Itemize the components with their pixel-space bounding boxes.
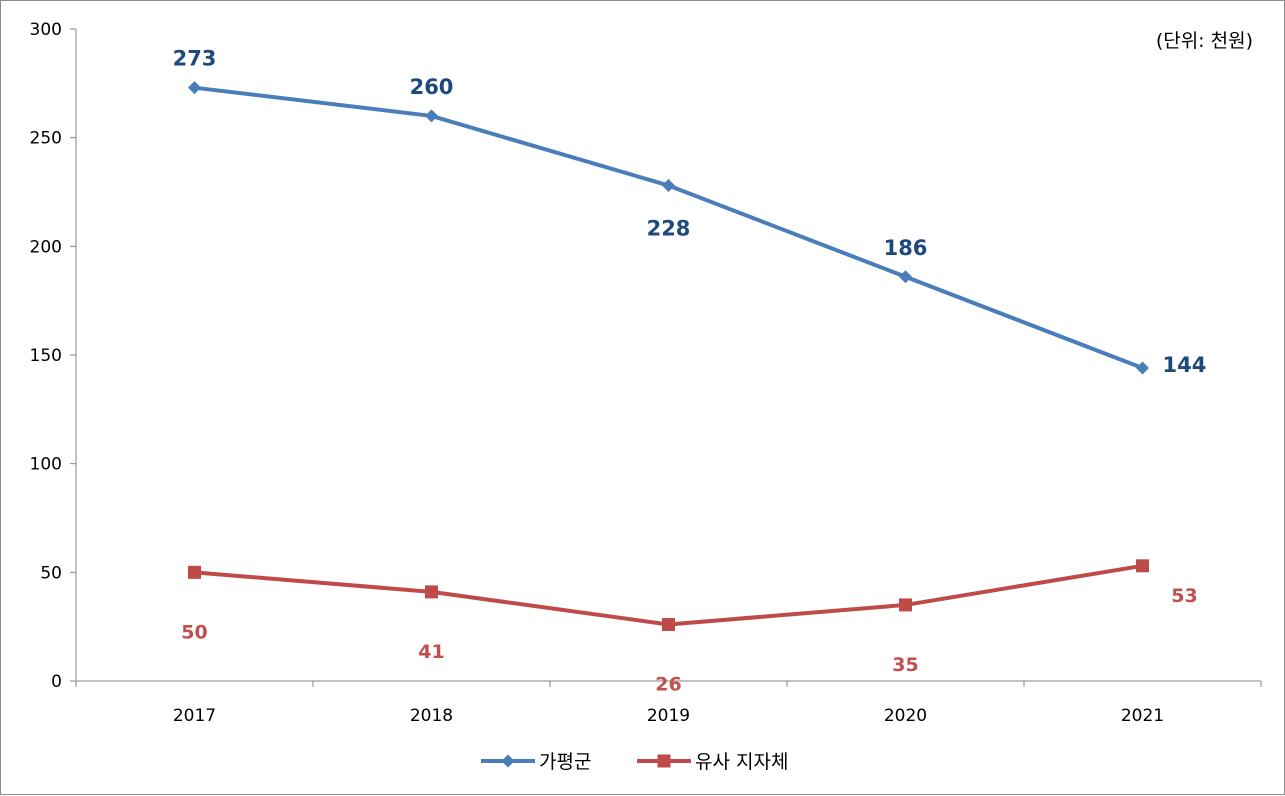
x-tick-label: 2020 (884, 706, 927, 726)
legend-item-2: 유사 지자체 (637, 751, 788, 773)
data-label: 186 (884, 236, 928, 260)
legend-diamond-icon (501, 754, 515, 768)
data-point-marker (188, 565, 201, 579)
data-point-marker (425, 109, 438, 123)
data-point-marker (425, 585, 438, 599)
data-label: 41 (418, 641, 444, 663)
data-point-marker (899, 270, 912, 284)
series-markers (188, 81, 1149, 631)
axes (75, 29, 1261, 682)
data-label: 228 (647, 216, 691, 240)
y-tick-label: 0 (51, 672, 62, 692)
data-point-marker (899, 598, 912, 612)
legend-label: 가평군 (539, 751, 591, 773)
legend: 가평군 유사 지자체 (481, 751, 788, 773)
data-label: 273 (173, 47, 217, 71)
unit-note: (단위: 천원) (1156, 30, 1253, 52)
y-tick-label: 300 (30, 20, 62, 40)
x-tick-label: 2018 (410, 706, 453, 726)
y-axis-ticks: 0 50 100 150 200 250 300 (30, 20, 76, 692)
series-line-2 (194, 563, 1143, 627)
series-lines (194, 85, 1144, 627)
legend-label: 유사 지자체 (695, 751, 788, 773)
x-axis-ticks: 2017 2018 2019 2020 2021 (75, 681, 1262, 726)
x-tick-label: 2021 (1121, 706, 1164, 726)
data-point-marker (662, 617, 675, 631)
data-label: 26 (655, 673, 681, 695)
legend-item-1: 가평군 (481, 751, 591, 773)
y-tick-label: 250 (30, 129, 62, 149)
data-point-marker (1136, 559, 1149, 573)
y-tick-label: 100 (30, 455, 62, 475)
data-point-marker (188, 81, 201, 95)
data-point-marker (1136, 361, 1149, 375)
data-label: 50 (181, 621, 207, 643)
legend-square-icon (657, 754, 671, 768)
data-label: 144 (1163, 353, 1207, 377)
y-tick-label: 150 (30, 346, 62, 366)
data-point-marker (662, 178, 675, 192)
y-tick-label: 200 (30, 237, 62, 257)
data-label: 53 (1171, 585, 1197, 607)
y-tick-label: 50 (40, 563, 62, 583)
x-tick-label: 2017 (173, 706, 216, 726)
data-label: 260 (410, 75, 454, 99)
x-tick-label: 2019 (647, 706, 690, 726)
data-labels: 273 260 228 186 144 50 41 26 35 53 (173, 47, 1207, 696)
data-label: 35 (892, 654, 918, 676)
